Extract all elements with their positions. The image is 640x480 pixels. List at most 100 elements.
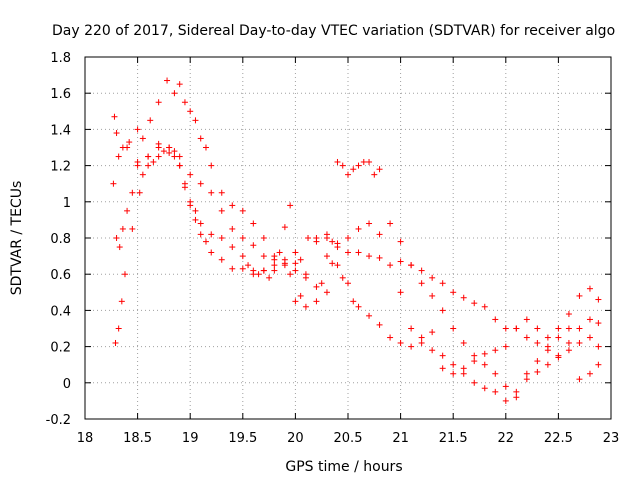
- data-point: [181, 180, 188, 187]
- data-point: [366, 253, 373, 260]
- data-point: [171, 90, 178, 97]
- data-point: [112, 339, 119, 346]
- data-point: [366, 220, 373, 227]
- data-point: [281, 224, 288, 231]
- data-point: [523, 370, 530, 377]
- data-point: [292, 260, 299, 267]
- data-point: [555, 325, 562, 332]
- data-point: [119, 225, 126, 232]
- data-point: [139, 135, 146, 142]
- data-point: [110, 180, 117, 187]
- data-point: [229, 225, 236, 232]
- data-point: [345, 235, 351, 241]
- data-point: [121, 271, 128, 278]
- data-point: [450, 370, 457, 377]
- data-point: [155, 144, 162, 151]
- data-point: [271, 267, 278, 274]
- data-point: [555, 334, 562, 341]
- data-point: [129, 225, 136, 232]
- data-point: [523, 376, 530, 383]
- data-point: [218, 256, 225, 263]
- data-point: [355, 225, 362, 232]
- data-point: [124, 144, 131, 151]
- data-point: [371, 171, 378, 178]
- data-point: [166, 149, 173, 156]
- data-point: [176, 162, 183, 169]
- data-point: [523, 316, 530, 323]
- data-point: [471, 352, 478, 359]
- data-point: [513, 388, 520, 395]
- data-points: [110, 77, 602, 404]
- x-tick-labels: 18 18.5 19 19.5 20 20.5 21 21.5 22 22.5 23: [77, 431, 620, 446]
- y-tick-label: 0.8: [50, 232, 71, 247]
- data-point: [115, 325, 122, 332]
- data-point: [318, 280, 325, 287]
- data-point: [429, 329, 436, 336]
- data-point: [313, 283, 320, 290]
- data-point: [164, 77, 171, 84]
- data-point: [171, 148, 178, 155]
- data-point: [387, 262, 394, 269]
- y-tick-label: 1.6: [50, 87, 71, 102]
- data-point: [218, 235, 225, 241]
- data-point: [576, 325, 583, 332]
- data-point: [271, 262, 278, 269]
- data-point: [113, 235, 120, 241]
- data-point: [586, 316, 593, 323]
- data-point: [292, 298, 299, 305]
- data-point: [534, 339, 541, 346]
- data-point: [595, 320, 602, 327]
- data-point: [595, 296, 602, 303]
- data-point: [502, 343, 509, 350]
- data-point: [339, 162, 346, 169]
- data-point: [250, 220, 257, 227]
- data-point: [145, 153, 152, 160]
- data-point: [187, 108, 194, 115]
- x-tick-label: 21.5: [439, 431, 468, 446]
- data-point: [229, 202, 236, 209]
- data-point: [513, 394, 520, 401]
- data-point: [155, 153, 162, 160]
- data-point: [145, 162, 152, 169]
- data-point: [429, 347, 436, 354]
- data-point: [439, 307, 446, 314]
- data-point: [450, 361, 457, 368]
- data-point: [239, 253, 246, 260]
- x-tick-label: 21: [392, 431, 409, 446]
- data-point: [329, 238, 336, 245]
- data-point: [460, 370, 467, 377]
- data-point: [334, 262, 341, 269]
- data-point: [376, 231, 383, 238]
- data-point: [287, 271, 294, 278]
- data-point: [334, 158, 341, 165]
- data-point: [197, 135, 204, 142]
- x-tick-label: 23: [603, 431, 620, 446]
- data-point: [113, 130, 120, 137]
- data-point: [429, 292, 436, 299]
- data-point: [565, 325, 572, 332]
- data-point: [229, 244, 236, 251]
- x-tick-label: 19: [182, 431, 199, 446]
- data-point: [418, 339, 425, 346]
- data-point: [576, 339, 583, 346]
- data-point: [544, 334, 551, 341]
- data-point: [329, 260, 336, 267]
- data-point: [397, 339, 404, 346]
- data-point: [523, 334, 530, 341]
- data-point: [460, 339, 467, 346]
- data-point: [276, 249, 283, 256]
- data-point: [239, 207, 246, 214]
- data-point: [313, 238, 320, 245]
- data-point: [192, 117, 199, 124]
- x-tick-label: 22: [498, 431, 515, 446]
- data-point: [534, 368, 541, 375]
- data-point: [418, 280, 425, 287]
- y-tick-label: 1.2: [50, 160, 71, 175]
- data-point: [544, 361, 551, 368]
- data-point: [576, 376, 583, 383]
- x-tick-label: 20.5: [334, 431, 363, 446]
- data-point: [171, 153, 178, 160]
- data-point: [471, 300, 478, 307]
- data-point: [439, 352, 446, 359]
- data-point: [366, 158, 373, 165]
